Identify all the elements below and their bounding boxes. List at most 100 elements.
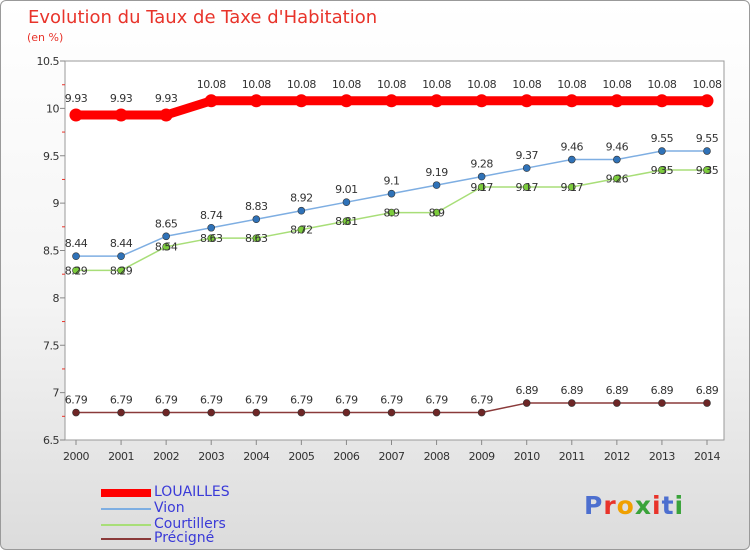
data-label: 6.89 — [561, 384, 584, 397]
data-label: 9.93 — [65, 92, 88, 105]
chart-unit-label: (en %) — [27, 31, 64, 44]
data-point — [162, 242, 170, 251]
x-tick-label: 2009 — [469, 450, 495, 463]
data-point — [522, 183, 531, 191]
x-tick-label: 2004 — [243, 450, 269, 463]
y-tick-label: 10.5 — [37, 55, 60, 68]
legend-item-precigne: Précigné — [101, 530, 301, 546]
data-point — [610, 94, 624, 108]
data-label: 9.17 — [515, 181, 538, 194]
data-point — [432, 208, 441, 217]
data-label: 6.79 — [200, 394, 223, 407]
data-label: 9.35 — [696, 164, 719, 177]
x-tick-label: 2000 — [63, 450, 89, 463]
data-point — [204, 94, 218, 108]
chart-title: Evolution du Taux de Taxe d'Habitation — [28, 7, 378, 28]
y-tick-label: 9.5 — [43, 150, 59, 163]
data-label: 9.26 — [606, 172, 629, 185]
data-point — [477, 183, 486, 191]
data-label: 6.89 — [606, 384, 629, 397]
brand-letter: i — [652, 491, 662, 520]
plot-area — [64, 60, 725, 441]
data-point — [117, 266, 125, 275]
data-point — [342, 408, 351, 417]
y-tick-label: 10 — [46, 102, 59, 115]
x-tick-label: 2006 — [333, 450, 359, 463]
data-point — [565, 94, 579, 108]
brand-letter: r — [603, 491, 617, 520]
data-label: 9.17 — [470, 181, 493, 194]
data-point — [567, 399, 576, 407]
data-label: 10.08 — [693, 78, 722, 91]
data-label: 8.9 — [384, 207, 400, 220]
data-label: 6.79 — [380, 394, 403, 407]
data-label: 6.79 — [290, 394, 313, 407]
data-point — [342, 217, 351, 225]
legend-swatch — [101, 538, 151, 540]
data-label: 10.08 — [197, 78, 226, 91]
data-point — [522, 164, 531, 172]
data-point — [297, 225, 306, 234]
data-point — [159, 108, 173, 122]
data-point — [297, 408, 306, 417]
legend-swatch — [101, 489, 151, 497]
data-point — [162, 232, 170, 241]
data-label: 10.08 — [377, 78, 406, 91]
data-label: 10.08 — [512, 78, 541, 91]
data-point — [387, 408, 396, 417]
data-label: 8.92 — [290, 192, 313, 205]
x-tick-label: 2002 — [153, 450, 179, 463]
data-label: 10.08 — [602, 78, 631, 91]
data-label: 8.29 — [110, 264, 133, 277]
data-point — [567, 183, 576, 191]
data-label: 10.08 — [647, 78, 676, 91]
data-label: 9.28 — [470, 158, 493, 171]
brand-letter: o — [616, 491, 635, 520]
x-tick-label: 2013 — [649, 450, 675, 463]
y-tick-label: 7.5 — [43, 339, 59, 352]
data-point — [387, 208, 396, 217]
data-label: 6.79 — [425, 394, 448, 407]
legend-item-vion: Vion — [101, 501, 301, 516]
data-label: 8.9 — [429, 207, 445, 220]
data-label: 8.83 — [245, 200, 268, 213]
data-point — [294, 94, 308, 108]
data-point — [520, 94, 534, 108]
brand-letter: i — [674, 491, 685, 520]
y-tick-label: 8.5 — [43, 245, 59, 258]
data-point — [430, 94, 444, 108]
x-tick-label: 2012 — [604, 450, 630, 463]
data-label: 8.44 — [65, 237, 88, 250]
data-label: 6.79 — [335, 394, 358, 407]
data-point — [249, 94, 263, 108]
data-point — [658, 166, 666, 174]
data-point — [700, 94, 714, 108]
x-tick-label: 2014 — [694, 450, 720, 463]
data-point — [342, 198, 351, 206]
x-tick-label: 2007 — [379, 450, 405, 463]
data-label: 9.19 — [425, 166, 448, 179]
data-label: 9.46 — [606, 141, 629, 154]
data-label: 8.65 — [155, 217, 178, 230]
data-point — [252, 215, 261, 224]
data-point — [207, 408, 216, 417]
data-label: 10.08 — [287, 78, 316, 91]
data-point — [655, 94, 669, 108]
legend-swatch — [101, 524, 151, 526]
data-label: 8.74 — [200, 209, 223, 222]
data-point — [387, 189, 396, 198]
data-point — [658, 147, 666, 155]
data-label: 6.79 — [155, 394, 178, 407]
y-tick-label: 7 — [53, 387, 60, 400]
data-point — [207, 234, 216, 242]
data-label: 10.08 — [242, 78, 271, 91]
data-point — [432, 408, 441, 417]
data-point — [72, 408, 80, 417]
legend-item-louailles: LOUAILLES — [101, 485, 301, 500]
brand-letter: t — [661, 491, 675, 520]
legend-label: Précigné — [154, 530, 215, 546]
data-label: 8.72 — [290, 224, 313, 237]
data-label: 6.79 — [65, 394, 88, 407]
x-tick-label: 2010 — [514, 450, 540, 463]
